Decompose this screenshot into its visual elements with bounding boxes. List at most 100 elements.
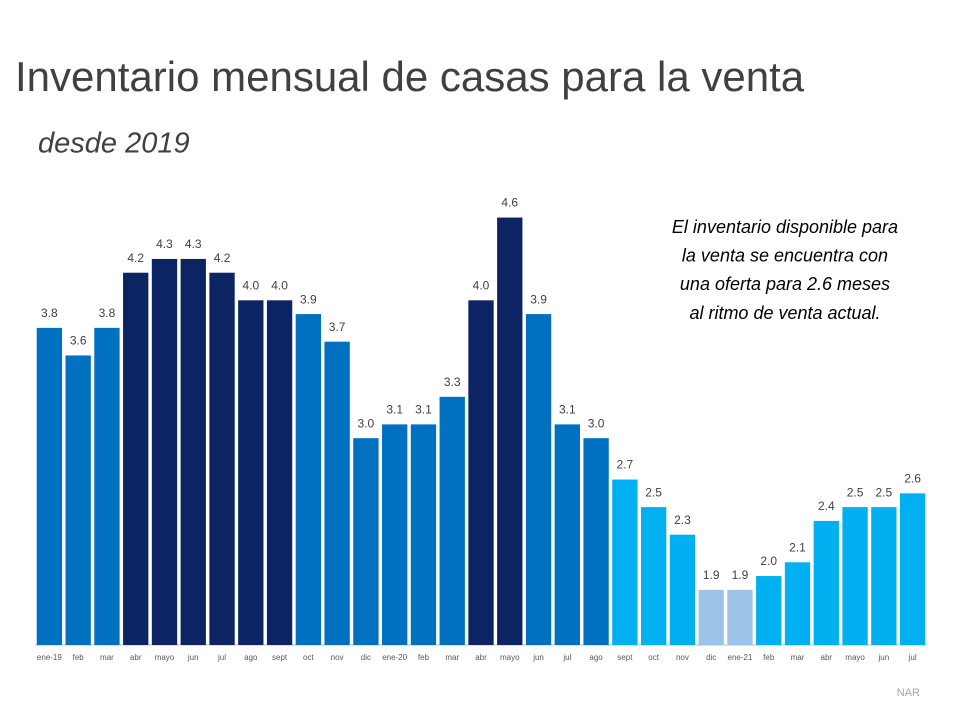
x-tick-label: dic bbox=[706, 653, 716, 662]
x-tick-label: jul bbox=[217, 653, 226, 662]
bar bbox=[612, 479, 638, 645]
value-label: 4.3 bbox=[185, 237, 202, 251]
value-label: 1.9 bbox=[703, 568, 720, 582]
annotation: al ritmo de venta actual. bbox=[689, 303, 880, 323]
source: NAR bbox=[897, 687, 920, 699]
value-label: 2.7 bbox=[617, 458, 634, 472]
x-tick-label: feb bbox=[763, 653, 775, 662]
value-label: 2.5 bbox=[847, 485, 864, 499]
bar bbox=[94, 327, 120, 645]
x-tick-label: oct bbox=[303, 653, 314, 662]
x-tick-label: feb bbox=[73, 653, 85, 662]
bar bbox=[669, 534, 696, 645]
value-label: 3.1 bbox=[559, 403, 576, 417]
bar bbox=[238, 300, 264, 645]
bar bbox=[813, 520, 839, 645]
value-label: 3.6 bbox=[70, 334, 87, 348]
value-label: 2.6 bbox=[904, 472, 921, 486]
value-label: 3.0 bbox=[588, 416, 605, 430]
chart-subtitle: desde 2019 bbox=[38, 128, 190, 160]
bar bbox=[525, 314, 552, 645]
value-label: 3.9 bbox=[300, 292, 317, 306]
x-tick-label: nov bbox=[676, 653, 689, 662]
bar bbox=[871, 507, 897, 645]
chart-title: Inventario mensual de casas para la vent… bbox=[15, 53, 805, 100]
x-tick-label: mayo bbox=[845, 653, 865, 662]
x-tick-label: jul bbox=[562, 653, 571, 662]
bar bbox=[266, 300, 293, 645]
x-tick-label: oct bbox=[648, 653, 659, 662]
value-label: 2.3 bbox=[674, 513, 691, 527]
value-label: 4.0 bbox=[271, 278, 288, 292]
bar bbox=[353, 438, 379, 645]
bar bbox=[410, 424, 437, 645]
bar bbox=[123, 272, 149, 645]
bar bbox=[640, 507, 667, 645]
value-label: 3.8 bbox=[41, 306, 58, 320]
value-label: 3.1 bbox=[415, 403, 432, 417]
value-label: 2.4 bbox=[818, 499, 835, 513]
value-label: 3.7 bbox=[329, 320, 346, 334]
x-tick-label: jun bbox=[877, 653, 889, 662]
x-tick-label: nov bbox=[331, 653, 344, 662]
bar bbox=[842, 507, 868, 645]
bar bbox=[497, 217, 523, 646]
value-label: 4.0 bbox=[473, 278, 490, 292]
value-label: 4.0 bbox=[242, 278, 259, 292]
x-tick-label: mayo bbox=[500, 653, 520, 662]
x-tick-label: abr bbox=[130, 653, 142, 662]
x-tick-label: sept bbox=[272, 653, 288, 662]
bar bbox=[382, 424, 408, 645]
x-tick-label: jun bbox=[532, 653, 544, 662]
x-tick-label: ene-19 bbox=[37, 653, 62, 662]
annotation: una oferta para 2.6 meses bbox=[680, 274, 890, 294]
bar bbox=[554, 424, 580, 645]
value-label: 3.3 bbox=[444, 375, 461, 389]
value-label: 3.1 bbox=[386, 403, 403, 417]
x-tick-label: jul bbox=[908, 653, 917, 662]
bar bbox=[439, 396, 465, 645]
value-label: 3.0 bbox=[358, 416, 375, 430]
x-tick-label: dic bbox=[361, 653, 371, 662]
value-label: 4.3 bbox=[156, 237, 173, 251]
x-tick-label: mar bbox=[791, 653, 805, 662]
bar bbox=[180, 258, 206, 645]
x-tick-label: ene-20 bbox=[382, 653, 407, 662]
bar bbox=[583, 438, 609, 645]
x-tick-label: jun bbox=[187, 653, 199, 662]
x-tick-label: ene-21 bbox=[728, 653, 753, 662]
bar bbox=[36, 327, 63, 645]
value-label: 2.5 bbox=[875, 485, 892, 499]
x-tick-label: ago bbox=[589, 653, 603, 662]
value-label: 2.0 bbox=[760, 554, 777, 568]
bar bbox=[756, 576, 782, 645]
x-tick-label: abr bbox=[475, 653, 487, 662]
bar bbox=[468, 300, 494, 645]
x-tick-label: mar bbox=[445, 653, 459, 662]
x-tick-label: abr bbox=[821, 653, 833, 662]
x-tick-label: ago bbox=[244, 653, 258, 662]
x-tick-label: sept bbox=[617, 653, 633, 662]
value-label: 4.6 bbox=[501, 196, 518, 210]
bar bbox=[324, 341, 350, 645]
x-tick-label: feb bbox=[418, 653, 430, 662]
bar bbox=[151, 258, 178, 645]
value-label: 2.1 bbox=[789, 540, 806, 554]
bar bbox=[295, 314, 322, 645]
value-label: 4.2 bbox=[127, 251, 144, 265]
value-label: 4.2 bbox=[214, 251, 231, 265]
value-label: 3.8 bbox=[99, 306, 116, 320]
value-label: 3.9 bbox=[530, 292, 547, 306]
bar bbox=[65, 355, 91, 645]
value-label: 1.9 bbox=[732, 568, 749, 582]
bar bbox=[698, 589, 724, 645]
bar bbox=[899, 493, 926, 645]
bar bbox=[727, 589, 753, 645]
bar bbox=[784, 562, 811, 645]
value-label: 2.5 bbox=[645, 485, 662, 499]
annotation: El inventario disponible para bbox=[672, 217, 898, 237]
annotation: la venta se encuentra con bbox=[682, 245, 888, 265]
x-tick-label: mayo bbox=[155, 653, 175, 662]
bar bbox=[209, 272, 235, 645]
